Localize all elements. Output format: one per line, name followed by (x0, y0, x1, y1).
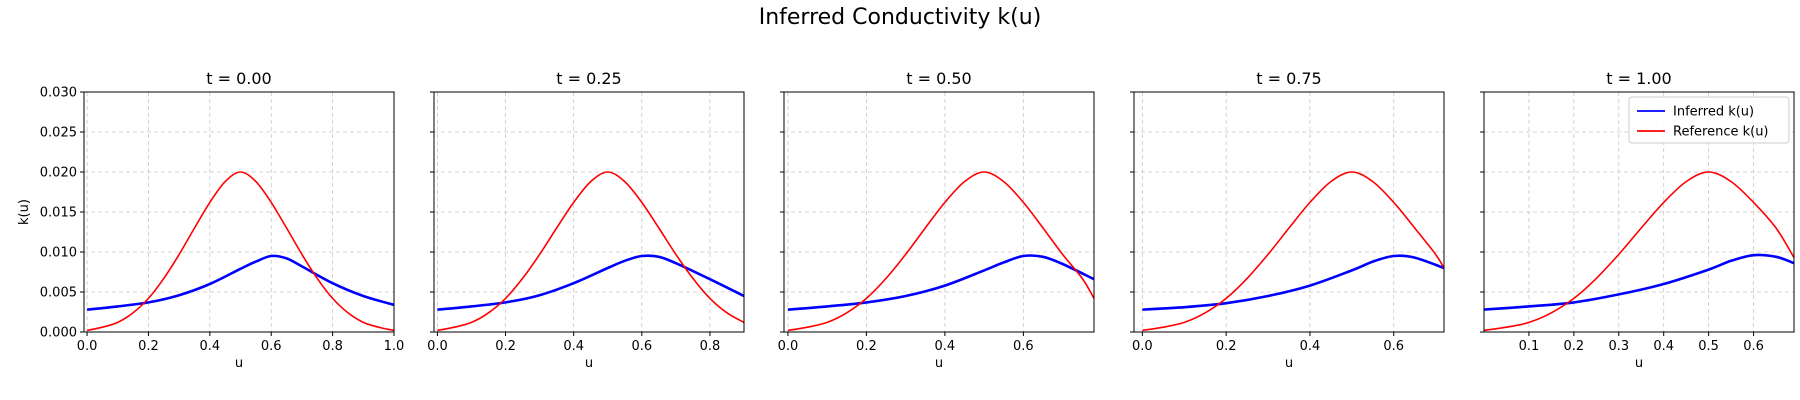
panel-0: 0.0 0.2 0.4 0.6 0.8 1.0 0.000 0.005 0.010 0.015 0.… (17, 69, 404, 371)
panel-title: t = 0.75 (1256, 69, 1321, 88)
panel-3: 0.0 0.2 0.4 0.6 t = 0.75 u (1130, 69, 1445, 371)
x-tick-label: 0.2 (1216, 339, 1237, 354)
inferred-series-line (437, 254, 744, 311)
y-tick-label: 0.010 (40, 246, 77, 261)
reference-series-line (437, 171, 744, 332)
x-tick-label: 0.8 (322, 339, 343, 354)
x-tick-label: 0.4 (935, 339, 956, 354)
reference-series-line (1484, 171, 1794, 332)
reference-series-line (86, 171, 394, 332)
panel-1: 0.0 0.2 0.4 0.6 0.8 t = 0.25 u (427, 69, 745, 371)
x-axis-label: u (1285, 356, 1293, 371)
x-tick-label: 0.0 (1132, 339, 1153, 354)
panels: 0.0 0.2 0.4 0.6 0.8 1.0 0.000 0.005 0.010 0.015 0.… (17, 69, 1795, 371)
x-tick-label: 0.0 (778, 339, 799, 354)
x-tick-label: 0.6 (1383, 339, 1404, 354)
panel-title: t = 0.25 (556, 69, 621, 88)
panel-title: t = 1.00 (1606, 69, 1671, 88)
x-tick-label: 0.6 (631, 339, 652, 354)
x-axis-label: u (235, 356, 243, 371)
x-tick-label: 1.0 (384, 339, 405, 354)
x-tick-label: 0.6 (1743, 339, 1764, 354)
y-tick-label: 0.030 (40, 86, 77, 101)
x-tick-label: 0.6 (261, 339, 282, 354)
panel-title: t = 0.00 (206, 69, 271, 88)
inferred-series-line (86, 254, 394, 311)
inferred-series-line (1142, 254, 1444, 311)
x-tick-label: 0.2 (1564, 339, 1585, 354)
legend-entry-label: Inferred k(u) (1673, 105, 1754, 120)
x-tick-label: 0.3 (1608, 339, 1629, 354)
x-tick-label: 0.2 (495, 339, 516, 354)
x-tick-label: 0.8 (700, 339, 721, 354)
x-tick-label: 0.4 (1653, 339, 1674, 354)
panel-4: 0.1 0.2 0.3 0.4 0.5 0.6 t = 1.00 u Inferred k(u)… (1480, 69, 1795, 371)
legend-entry-label: Reference k(u) (1673, 125, 1769, 140)
y-axis-label: k(u) (17, 199, 32, 225)
y-tick-label: 0.000 (40, 326, 77, 341)
x-axis-label: u (585, 356, 593, 371)
panel-title: t = 0.50 (906, 69, 971, 88)
x-tick-label: 0.4 (563, 339, 584, 354)
x-tick-label: 0.2 (856, 339, 877, 354)
x-tick-label: 0.0 (77, 339, 98, 354)
x-tick-label: 0.4 (1300, 339, 1321, 354)
x-tick-label: 0.5 (1698, 339, 1719, 354)
x-axis-label: u (1635, 356, 1643, 371)
reference-series-line (787, 171, 1094, 332)
y-tick-label: 0.025 (40, 126, 77, 141)
reference-series-line (1142, 171, 1444, 332)
x-axis-label: u (935, 356, 943, 371)
y-tick-label: 0.015 (40, 206, 77, 221)
y-tick-label: 0.005 (40, 286, 77, 301)
inferred-series-line (1484, 253, 1794, 311)
legend: Inferred k(u) Reference k(u) (1628, 96, 1790, 144)
y-tick-label: 0.020 (40, 166, 77, 181)
legend-box (1628, 96, 1790, 144)
x-tick-label: 0.6 (1013, 339, 1034, 354)
x-tick-label: 0.1 (1519, 339, 1540, 354)
x-tick-label: 0.0 (427, 339, 448, 354)
panel-2: 0.0 0.2 0.4 0.6 t = 0.50 u (778, 69, 1095, 371)
x-tick-label: 0.4 (199, 339, 220, 354)
inferred-series-line (787, 254, 1094, 311)
figure-title: Inferred Conductivity k(u) (759, 5, 1042, 30)
x-tick-label: 0.2 (138, 339, 159, 354)
